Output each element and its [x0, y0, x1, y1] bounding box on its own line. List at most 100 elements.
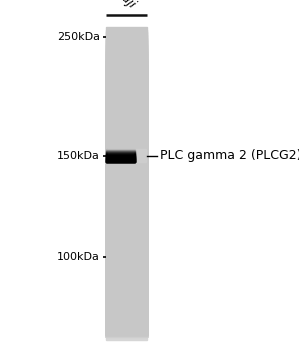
Bar	[106, 143, 147, 335]
Bar	[106, 332, 147, 337]
Bar	[106, 295, 147, 336]
Bar	[106, 132, 147, 335]
Bar	[106, 305, 147, 337]
Bar	[107, 149, 112, 162]
Bar	[106, 53, 147, 335]
Bar	[106, 153, 135, 162]
Bar	[106, 156, 147, 335]
Bar	[106, 157, 135, 162]
Bar	[106, 214, 147, 336]
Bar	[106, 248, 147, 336]
Text: 100kDa: 100kDa	[57, 252, 100, 262]
Bar	[106, 66, 147, 335]
Bar	[106, 137, 147, 335]
Bar	[106, 203, 147, 336]
Bar	[106, 95, 147, 335]
Bar	[107, 149, 110, 162]
Bar	[107, 149, 139, 162]
Bar	[106, 153, 147, 335]
Bar	[107, 149, 142, 162]
Bar	[106, 152, 135, 162]
Bar	[107, 149, 126, 162]
Bar	[106, 111, 147, 335]
Bar	[106, 72, 147, 335]
Bar	[107, 149, 130, 162]
Bar	[107, 149, 120, 162]
Bar	[106, 158, 135, 162]
Bar	[107, 149, 134, 162]
Bar	[106, 148, 147, 335]
Bar	[106, 58, 147, 335]
Bar	[106, 82, 147, 335]
Bar	[106, 106, 147, 335]
Bar	[106, 30, 147, 334]
Bar	[106, 156, 135, 162]
Bar	[106, 185, 147, 336]
Bar	[107, 149, 130, 162]
Bar	[106, 154, 135, 162]
Bar	[106, 224, 147, 336]
Bar	[106, 149, 107, 162]
Bar	[107, 149, 118, 162]
Text: 250kDa: 250kDa	[57, 32, 100, 42]
Bar	[106, 276, 147, 336]
Bar	[106, 151, 135, 162]
Text: Raji: Raji	[113, 0, 138, 12]
Bar	[106, 130, 147, 335]
Bar	[106, 124, 147, 335]
Bar	[106, 316, 147, 337]
Text: PLC gamma 2 (PLCG2): PLC gamma 2 (PLCG2)	[160, 149, 299, 162]
Bar	[106, 187, 147, 336]
Bar	[106, 121, 147, 335]
Bar	[107, 149, 121, 162]
Bar	[107, 149, 114, 162]
Bar	[107, 149, 117, 162]
Bar	[107, 149, 139, 162]
Bar	[107, 149, 138, 162]
Bar	[107, 149, 133, 162]
Bar	[106, 232, 147, 336]
Bar	[106, 182, 147, 336]
Bar	[107, 149, 140, 162]
Bar	[107, 149, 141, 162]
Bar	[106, 93, 147, 335]
Bar	[106, 159, 135, 162]
Bar	[106, 114, 147, 335]
Bar	[106, 284, 147, 336]
Bar	[106, 240, 147, 336]
Bar	[106, 46, 147, 335]
Bar	[106, 258, 147, 336]
Bar	[106, 292, 147, 336]
Bar	[107, 149, 126, 162]
Bar	[106, 274, 147, 336]
Bar	[106, 227, 147, 336]
Bar	[107, 149, 110, 162]
Bar	[106, 153, 135, 162]
Bar	[106, 271, 147, 336]
Bar	[107, 149, 118, 162]
Bar	[106, 166, 147, 335]
Bar	[107, 149, 119, 162]
Bar	[107, 149, 111, 162]
Bar	[106, 161, 147, 335]
Bar	[106, 208, 147, 336]
Bar	[106, 290, 147, 336]
Bar	[107, 149, 124, 162]
Bar	[107, 149, 131, 162]
Bar	[107, 149, 113, 162]
Bar	[107, 149, 121, 162]
Bar	[106, 318, 147, 337]
Bar	[106, 152, 135, 162]
Bar	[107, 149, 119, 162]
Bar	[107, 149, 117, 162]
Bar	[106, 321, 147, 337]
Bar	[106, 155, 135, 162]
Bar	[107, 149, 144, 162]
Bar	[106, 74, 147, 335]
Bar	[107, 149, 133, 162]
Bar	[107, 149, 138, 162]
Bar	[106, 177, 147, 336]
Bar	[106, 154, 135, 162]
Bar	[106, 56, 147, 335]
Bar	[107, 149, 112, 162]
